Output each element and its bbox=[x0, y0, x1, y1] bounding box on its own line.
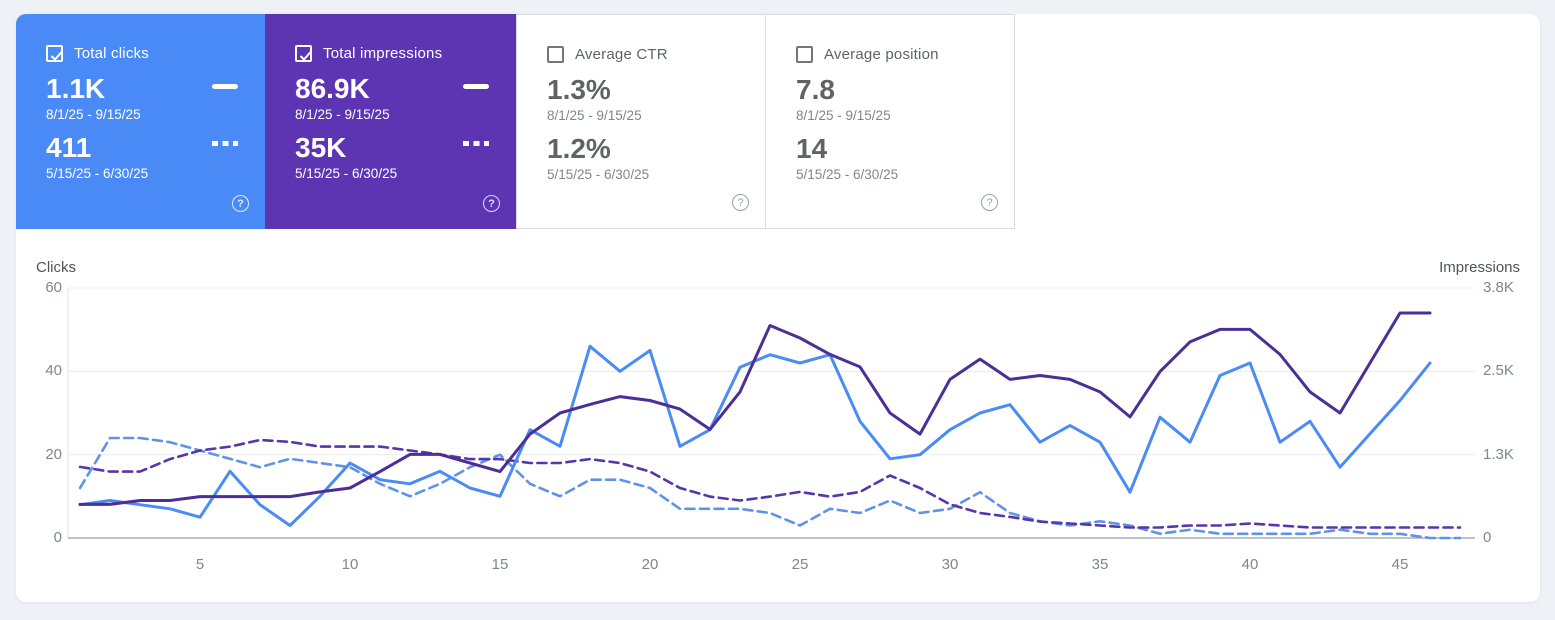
metric-label: Average CTR bbox=[575, 46, 668, 63]
metric-cards-row: Total clicks 1.1K 8/1/25 - 9/15/25 411 5… bbox=[16, 14, 1015, 229]
x-axis-tick: 15 bbox=[491, 556, 509, 573]
x-axis-tick: 45 bbox=[1391, 556, 1409, 573]
previous-value: 1.2% bbox=[547, 133, 611, 164]
help-icon[interactable]: ? bbox=[981, 194, 998, 211]
card-average-ctr[interactable]: Average CTR 1.3% 8/1/25 - 9/15/25 1.2% 5… bbox=[516, 14, 766, 229]
metric-label: Total impressions bbox=[323, 45, 443, 62]
total-clicks-checkbox-row[interactable]: Total clicks bbox=[46, 45, 149, 62]
x-axis-tick: 5 bbox=[195, 556, 205, 573]
dashed-line-legend-icon bbox=[463, 141, 489, 146]
previous-range: 5/15/25 - 6/30/25 bbox=[295, 166, 398, 181]
current-range: 8/1/25 - 9/15/25 bbox=[46, 107, 141, 122]
current-value: 1.3% bbox=[547, 74, 611, 105]
checkbox-unchecked-icon[interactable] bbox=[796, 46, 813, 63]
right-axis-tick: 3.8K bbox=[1483, 279, 1514, 296]
help-icon[interactable]: ? bbox=[232, 195, 249, 212]
card-average-position[interactable]: Average position 7.8 8/1/25 - 9/15/25 14… bbox=[766, 14, 1015, 229]
performance-panel: Total clicks 1.1K 8/1/25 - 9/15/25 411 5… bbox=[16, 14, 1540, 602]
left-axis-tick: 60 bbox=[45, 279, 62, 296]
x-axis-tick: 35 bbox=[1091, 556, 1109, 573]
average-position-checkbox-row[interactable]: Average position bbox=[796, 46, 939, 63]
current-range: 8/1/25 - 9/15/25 bbox=[295, 107, 390, 122]
card-total-impressions[interactable]: Total impressions 86.9K 8/1/25 - 9/15/25… bbox=[265, 14, 516, 229]
current-range: 8/1/25 - 9/15/25 bbox=[796, 108, 891, 123]
right-axis-title: Impressions bbox=[1439, 259, 1520, 276]
checkbox-unchecked-icon[interactable] bbox=[547, 46, 564, 63]
right-axis-tick: 1.3K bbox=[1483, 446, 1514, 463]
previous-value: 35K bbox=[295, 132, 347, 163]
solid-line-legend-icon bbox=[463, 84, 489, 89]
right-axis-tick: 0 bbox=[1483, 529, 1492, 546]
average-ctr-checkbox-row[interactable]: Average CTR bbox=[547, 46, 668, 63]
x-axis-tick: 20 bbox=[641, 556, 659, 573]
current-value: 1.1K bbox=[46, 73, 106, 104]
current-value: 86.9K bbox=[295, 73, 370, 104]
dashed-line-legend-icon bbox=[212, 141, 238, 146]
help-icon[interactable]: ? bbox=[483, 195, 500, 212]
current-range: 8/1/25 - 9/15/25 bbox=[547, 108, 642, 123]
x-axis-tick: 10 bbox=[341, 556, 359, 573]
x-axis-tick: 40 bbox=[1241, 556, 1259, 573]
help-icon[interactable]: ? bbox=[732, 194, 749, 211]
right-axis-tick: 2.5K bbox=[1483, 362, 1514, 379]
x-axis-tick: 25 bbox=[791, 556, 809, 573]
left-axis-title: Clicks bbox=[36, 259, 76, 276]
previous-value: 14 bbox=[796, 133, 828, 164]
x-axis-tick: 30 bbox=[941, 556, 959, 573]
left-axis-tick: 0 bbox=[53, 529, 62, 546]
solid-line-legend-icon bbox=[212, 84, 238, 89]
previous-range: 5/15/25 - 6/30/25 bbox=[547, 167, 650, 182]
checkbox-checked-icon[interactable] bbox=[295, 45, 312, 62]
metric-label: Average position bbox=[824, 46, 939, 63]
card-total-clicks[interactable]: Total clicks 1.1K 8/1/25 - 9/15/25 411 5… bbox=[16, 14, 265, 229]
current-value: 7.8 bbox=[796, 74, 835, 105]
previous-range: 5/15/25 - 6/30/25 bbox=[46, 166, 149, 181]
metric-label: Total clicks bbox=[74, 45, 149, 62]
left-axis-tick: 40 bbox=[45, 362, 62, 379]
total-impressions-checkbox-row[interactable]: Total impressions bbox=[295, 45, 442, 62]
checkbox-checked-icon[interactable] bbox=[46, 45, 63, 62]
previous-value: 411 bbox=[46, 132, 92, 163]
previous-range: 5/15/25 - 6/30/25 bbox=[796, 167, 899, 182]
left-axis-tick: 20 bbox=[45, 446, 62, 463]
